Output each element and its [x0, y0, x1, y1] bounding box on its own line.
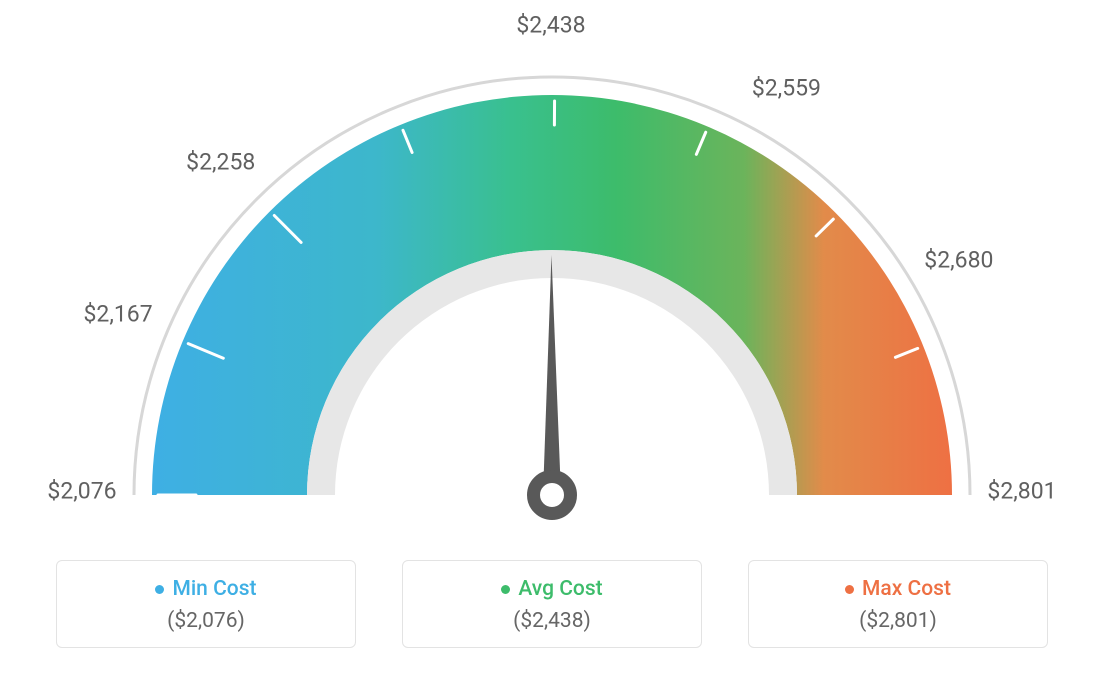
gauge-tick-label: $2,076 — [47, 478, 116, 505]
legend-card-max: Max Cost ($2,801) — [748, 560, 1048, 648]
gauge-tick-label: $2,680 — [924, 246, 993, 273]
legend-card-avg: Avg Cost ($2,438) — [402, 560, 702, 648]
legend-title-row: Max Cost — [767, 577, 1029, 601]
legend-title: Max Cost — [862, 577, 951, 601]
gauge-needle — [534, 255, 571, 513]
gauge-tick-label: $2,559 — [752, 74, 821, 101]
legend-value: ($2,801) — [767, 609, 1029, 633]
gauge-tick-label: $2,801 — [987, 478, 1056, 505]
gauge-tick-label: $2,438 — [516, 12, 585, 39]
gauge-svg — [20, 10, 1084, 550]
dot-icon — [501, 585, 510, 594]
legend-title-row: Avg Cost — [421, 577, 683, 601]
legend-value: ($2,076) — [75, 609, 337, 633]
legend-title-row: Min Cost — [75, 577, 337, 601]
gauge-tick-label: $2,167 — [83, 301, 152, 328]
legend-value: ($2,438) — [421, 609, 683, 633]
legend-row: Min Cost ($2,076) Avg Cost ($2,438) Max … — [20, 560, 1084, 648]
legend-card-min: Min Cost ($2,076) — [56, 560, 356, 648]
legend-title: Min Cost — [172, 577, 256, 601]
cost-gauge: $2,076 $2,167 $2,258 $2,438 $2,559 $2,680 $2,8… — [20, 10, 1084, 550]
gauge-tick-label: $2,258 — [186, 148, 255, 175]
dot-icon — [845, 585, 854, 594]
dot-icon — [155, 585, 164, 594]
legend-title: Avg Cost — [518, 577, 602, 601]
